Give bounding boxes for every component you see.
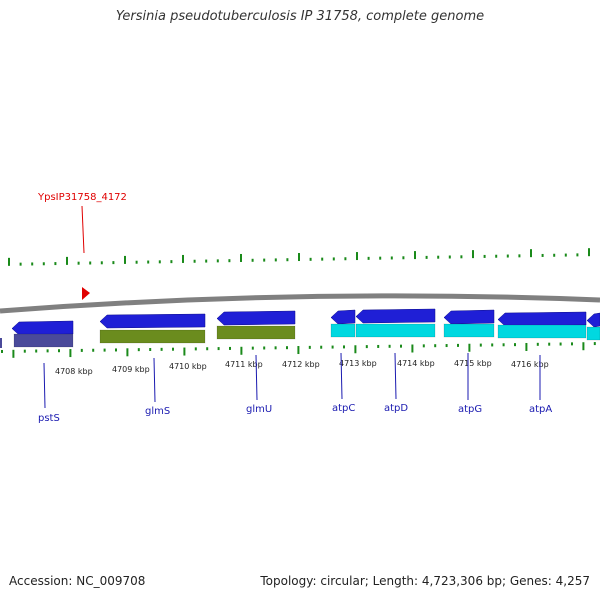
forward-gene-arrow[interactable] [99, 313, 206, 329]
gene-label-atpG[interactable]: atpG [458, 404, 482, 415]
gene-leader-line [153, 357, 156, 403]
axis-label: 4713 kbp [339, 359, 377, 368]
marker-leader-line [81, 205, 85, 254]
gene-labels: pstS glmS glmU atpC atpD atpG atpA [38, 403, 552, 424]
gene-leader-line [43, 362, 46, 409]
forward-strand-track [11, 308, 600, 336]
axis-label: 4709 kbp [112, 365, 150, 374]
reverse-gene-box[interactable] [355, 323, 436, 338]
forward-gene-arrow[interactable] [330, 309, 356, 325]
axis-label: 4716 kbp [511, 360, 549, 369]
genome-backbone [0, 293, 600, 314]
gene-label-atpA[interactable]: atpA [529, 404, 552, 415]
forward-gene-arrow[interactable] [443, 309, 495, 325]
accession-text: Accession: NC_009708 [9, 574, 146, 588]
forward-gene-arrow[interactable] [355, 308, 436, 324]
axis-label: 4708 kbp [55, 367, 93, 376]
axis-label: 4714 kbp [397, 359, 435, 368]
axis-labels: 4708 kbp 4709 kbp 4710 kbp 4711 kbp 4712… [55, 359, 549, 376]
gene-label-glmU[interactable]: glmU [246, 404, 272, 415]
reverse-gene-box[interactable] [497, 324, 587, 339]
axis-label: 4712 kbp [282, 360, 320, 369]
gene-label-pstS[interactable]: pstS [38, 413, 60, 424]
axis-label: 4715 kbp [454, 359, 492, 368]
reverse-gene-box[interactable] [586, 326, 600, 341]
gene-label-glmS[interactable]: glmS [145, 406, 170, 417]
forward-gene-arrow[interactable] [216, 310, 296, 326]
genome-summary-text: Topology: circular; Length: 4,723,306 bp… [260, 574, 590, 588]
outer-tick-track [8, 248, 590, 266]
marker-flag-icon[interactable] [82, 287, 90, 300]
gene-leader-line [255, 354, 258, 401]
gene-leader-line [394, 352, 397, 400]
axis-label: 4710 kbp [169, 362, 207, 371]
inner-tick-track [1, 342, 596, 358]
reverse-gene-box[interactable] [13, 333, 74, 348]
gene-leader-line [340, 352, 343, 400]
page-title: Yersinia pseudotuberculosis IP 31758, co… [115, 9, 485, 24]
gene-label-atpC[interactable]: atpC [332, 403, 355, 414]
reverse-strand-track [0, 323, 600, 348]
forward-gene-arrow[interactable] [11, 320, 74, 336]
reverse-gene-box[interactable] [216, 325, 296, 340]
forward-gene-arrow[interactable] [586, 312, 600, 328]
reverse-gene-box[interactable] [99, 329, 206, 344]
marker-label[interactable]: YpsIP31758_4172 [37, 192, 127, 203]
forward-gene-arrow[interactable] [497, 311, 587, 327]
reverse-gene-box[interactable] [443, 323, 495, 338]
axis-label: 4711 kbp [225, 360, 263, 369]
reverse-gene-box[interactable] [330, 323, 356, 338]
gene-leader-lines [43, 352, 541, 409]
gene-label-atpD[interactable]: atpD [384, 403, 408, 414]
reverse-gene-box[interactable] [0, 338, 2, 348]
marker-group[interactable]: YpsIP31758_4172 [37, 192, 127, 300]
